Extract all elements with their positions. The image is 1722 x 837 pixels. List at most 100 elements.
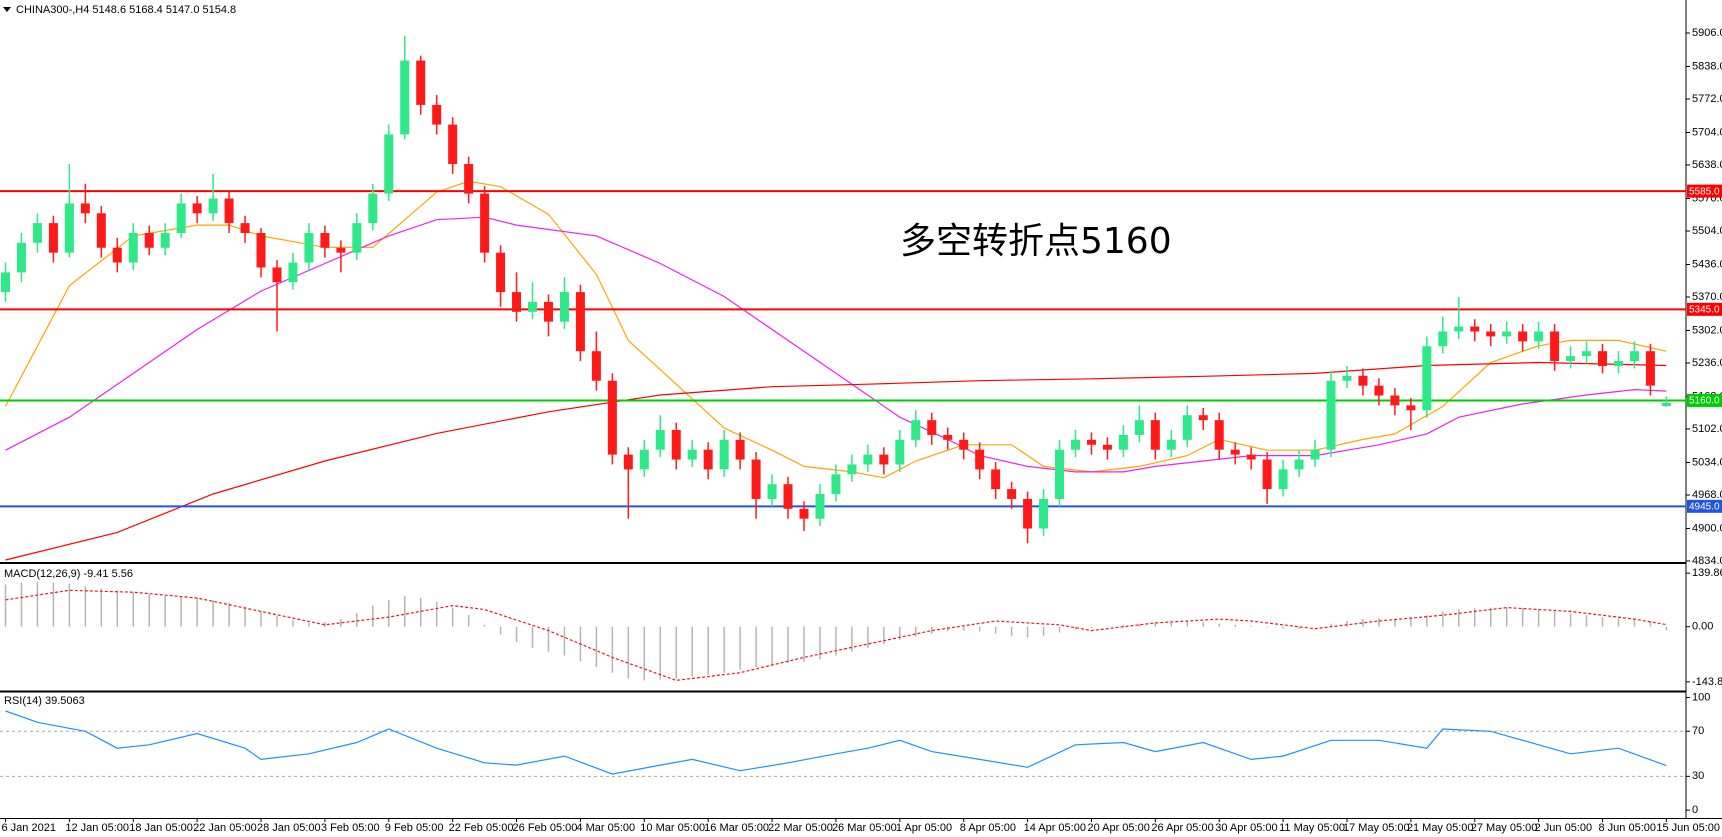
candle-body bbox=[112, 247, 122, 263]
candle-body bbox=[240, 223, 250, 233]
candle-body bbox=[1039, 498, 1049, 529]
candle-body bbox=[1182, 415, 1192, 440]
candle-body bbox=[1438, 331, 1448, 347]
candle-body bbox=[1582, 351, 1592, 357]
candle-body bbox=[480, 193, 490, 253]
candle-body bbox=[703, 449, 713, 470]
candle-body bbox=[607, 380, 617, 455]
x-tick-label: 4 Mar 05:00 bbox=[576, 822, 635, 834]
candle-body bbox=[96, 213, 106, 248]
candle-body bbox=[1598, 351, 1607, 366]
indicator-line bbox=[5, 710, 1667, 775]
candle-body bbox=[671, 429, 681, 460]
candle-body bbox=[32, 223, 42, 243]
candle-body bbox=[1150, 420, 1160, 450]
candle-body bbox=[735, 439, 745, 460]
x-tick-label: 26 Apr 05:00 bbox=[1151, 822, 1213, 834]
candle-body bbox=[943, 434, 953, 440]
candle-body bbox=[1613, 361, 1623, 366]
candle-body bbox=[1342, 375, 1352, 381]
y-tick-label: 5236.0 bbox=[1692, 357, 1722, 369]
y-tick-label: 0.00 bbox=[1692, 621, 1713, 633]
candle-body bbox=[1645, 351, 1655, 386]
candle-body bbox=[224, 198, 234, 224]
candle-body bbox=[751, 459, 761, 499]
candle-body bbox=[528, 301, 538, 312]
x-tick-label: 15 Jun 05:00 bbox=[1656, 822, 1720, 834]
y-tick-label: 5838.0 bbox=[1692, 60, 1722, 72]
candle-body bbox=[1246, 454, 1256, 460]
x-tick-label: 30 Apr 05:00 bbox=[1215, 822, 1277, 834]
candle-body bbox=[975, 449, 985, 470]
y-tick-label: 139.86 bbox=[1692, 567, 1722, 579]
candle-body bbox=[336, 247, 346, 253]
x-tick-label: 17 May 05:00 bbox=[1343, 822, 1410, 834]
candle-body bbox=[831, 474, 841, 495]
y-tick-label: 5302.0 bbox=[1692, 324, 1722, 336]
menu-arrow[interactable] bbox=[3, 7, 11, 12]
candle-body bbox=[64, 203, 74, 253]
candle-body bbox=[1278, 469, 1288, 490]
candle-body bbox=[1390, 395, 1400, 406]
indicator-line bbox=[5, 361, 1667, 561]
candle-body bbox=[144, 232, 154, 248]
candle-body bbox=[1629, 351, 1639, 362]
y-tick-label: 0 bbox=[1692, 804, 1698, 816]
x-tick-label: 8 Apr 05:00 bbox=[960, 822, 1016, 834]
candle-body bbox=[1454, 326, 1464, 332]
y-tick-label: 4900.0 bbox=[1692, 522, 1722, 534]
candle-body bbox=[1166, 439, 1176, 450]
candle-body bbox=[895, 439, 905, 465]
candle-body bbox=[559, 292, 569, 322]
candle-body bbox=[1310, 449, 1320, 460]
candle-body bbox=[847, 464, 857, 475]
level-label: 5345.0 bbox=[1689, 304, 1720, 315]
candle-body bbox=[1470, 326, 1480, 332]
rsi-header: RSI(14) 39.5063 bbox=[4, 695, 85, 707]
candle-body bbox=[1518, 331, 1528, 342]
x-tick-label: 16 Mar 05:00 bbox=[704, 822, 769, 834]
candle-body bbox=[448, 124, 458, 165]
candle-body bbox=[863, 454, 873, 465]
x-tick-label: 26 Feb 05:00 bbox=[513, 822, 578, 834]
x-tick-label: 2 Jun 05:00 bbox=[1535, 822, 1593, 834]
candle-body bbox=[1086, 439, 1096, 445]
y-tick-label: -143.82 bbox=[1692, 676, 1722, 688]
candle-body bbox=[1134, 420, 1144, 435]
y-tick-label: 5906.0 bbox=[1692, 27, 1722, 39]
candle-body bbox=[1023, 498, 1033, 529]
candle-body bbox=[815, 494, 825, 519]
x-tick-label: 22 Feb 05:00 bbox=[449, 822, 514, 834]
candle-body bbox=[1486, 331, 1496, 337]
candle-body bbox=[80, 203, 90, 214]
level-label-box bbox=[1687, 302, 1722, 316]
level-label-box bbox=[1687, 499, 1722, 513]
candle-body bbox=[1007, 489, 1017, 499]
candle-body bbox=[368, 193, 378, 224]
level-label: 4945.0 bbox=[1689, 501, 1720, 512]
candle-body bbox=[1118, 434, 1128, 450]
candle-body bbox=[160, 232, 170, 248]
candle-body bbox=[464, 164, 474, 194]
x-tick-label: 22 Mar 05:00 bbox=[768, 822, 833, 834]
candle-body bbox=[1502, 331, 1512, 337]
symbol-header: CHINA300-,H4 5148.6 5168.4 5147.0 5154.8 bbox=[16, 4, 236, 16]
x-tick-label: 28 Jan 05:00 bbox=[257, 822, 321, 834]
candle-body bbox=[767, 484, 777, 499]
candle-body bbox=[416, 60, 426, 105]
candle-body bbox=[1374, 385, 1384, 396]
y-tick-label: 5772.0 bbox=[1692, 93, 1722, 105]
y-tick-label: 5638.0 bbox=[1692, 159, 1722, 171]
candle-body bbox=[927, 420, 937, 435]
indicator-line bbox=[5, 216, 1667, 473]
candle-body bbox=[1566, 356, 1576, 362]
candle-body bbox=[192, 203, 202, 214]
candle-body bbox=[496, 252, 506, 293]
candle-body bbox=[1406, 405, 1416, 411]
y-tick-label: 70 bbox=[1692, 725, 1704, 737]
x-tick-label: 27 May 05:00 bbox=[1471, 822, 1538, 834]
y-tick-label: 5504.0 bbox=[1692, 225, 1722, 237]
